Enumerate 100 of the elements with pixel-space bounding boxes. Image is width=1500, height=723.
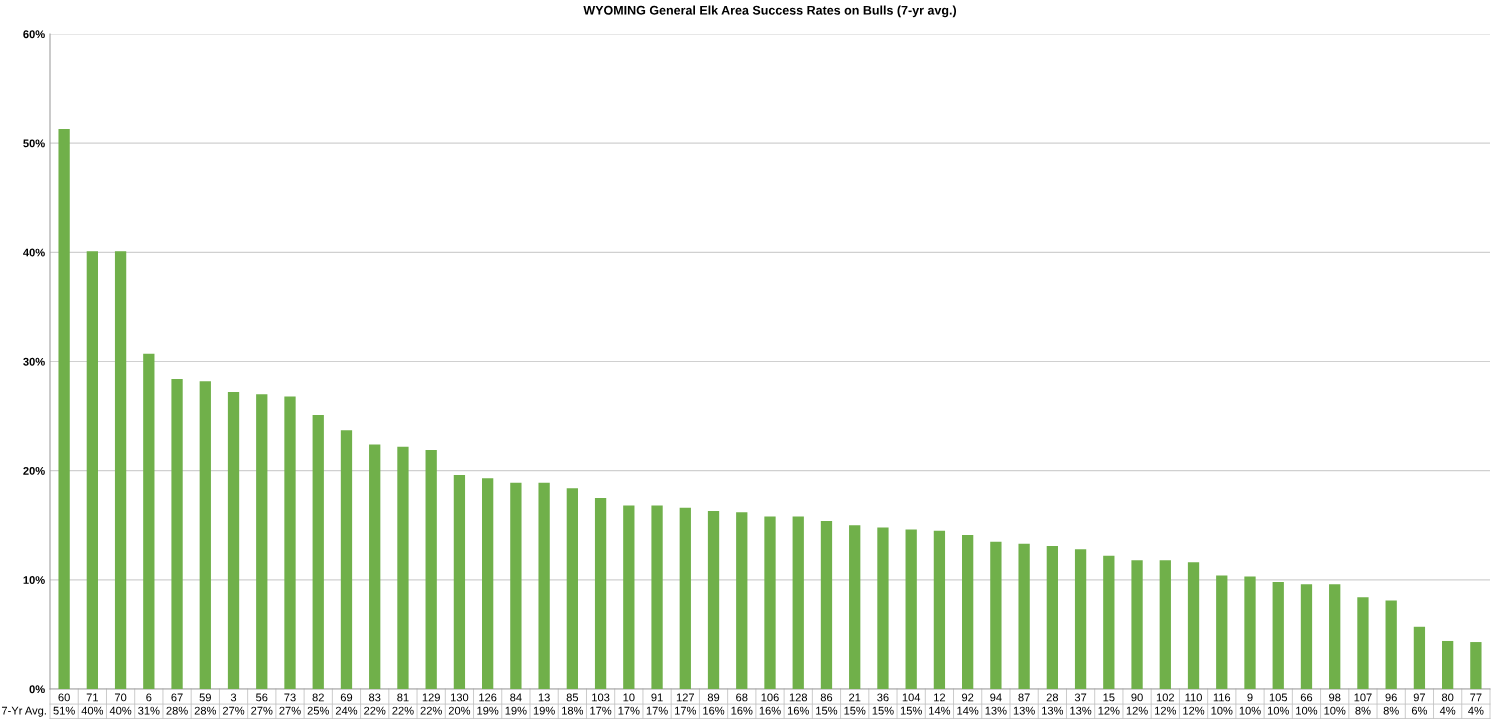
- data-label: 19%: [533, 706, 555, 715]
- bar: [905, 529, 917, 689]
- x-tick-label: 82: [312, 693, 324, 702]
- x-tick-label: 129: [422, 693, 440, 702]
- data-label: 51%: [53, 706, 75, 715]
- bar: [1385, 600, 1397, 689]
- bar: [1272, 582, 1284, 689]
- x-tick-label: 80: [1441, 693, 1454, 702]
- data-label: 10%: [1267, 706, 1289, 715]
- data-label: 17%: [590, 706, 612, 715]
- bar: [340, 430, 353, 689]
- x-tick-label: 84: [510, 693, 522, 702]
- x-tick-label: 98: [1329, 693, 1341, 702]
- bar: [792, 516, 804, 689]
- x-tick-label: 128: [789, 693, 808, 702]
- data-label: 12%: [1098, 706, 1120, 715]
- x-tick-label: 92: [961, 693, 974, 702]
- data-label: 15%: [844, 706, 866, 715]
- bar: [86, 251, 98, 689]
- y-tick-label: 50%: [23, 139, 45, 148]
- bar: [849, 525, 861, 689]
- data-label: 16%: [703, 706, 725, 715]
- y-tick-label: 0%: [29, 685, 45, 694]
- data-label: 14%: [929, 706, 951, 715]
- x-tick-label: 102: [1156, 693, 1175, 702]
- y-tick-label: 30%: [23, 357, 45, 366]
- data-label: 17%: [675, 706, 697, 715]
- data-label: 27%: [222, 706, 245, 715]
- x-tick-label: 13: [538, 693, 550, 702]
- data-label: 16%: [759, 706, 781, 715]
- y-tick-label: 10%: [23, 576, 45, 584]
- x-tick-label: 97: [1413, 693, 1426, 702]
- bar: [1244, 576, 1256, 689]
- bar: [1216, 575, 1228, 689]
- bar: [764, 516, 776, 689]
- x-tick-label: 77: [1470, 693, 1482, 702]
- x-tick-label: 15: [1103, 693, 1115, 702]
- data-label: 12%: [1155, 706, 1177, 715]
- data-label: 17%: [646, 706, 668, 715]
- data-label: 16%: [731, 706, 753, 715]
- y-tick-label: 40%: [23, 248, 45, 257]
- data-label: 13%: [1070, 706, 1092, 715]
- x-tick-label: 103: [592, 693, 610, 702]
- data-label: 15%: [872, 706, 894, 715]
- x-tick-label: 60: [58, 693, 70, 702]
- bar: [312, 414, 324, 689]
- x-tick-label: 110: [1185, 693, 1202, 702]
- x-tick-label: 127: [676, 693, 695, 702]
- x-tick-label: 126: [479, 693, 497, 702]
- bar: [1357, 597, 1369, 689]
- x-tick-label: 71: [86, 693, 98, 702]
- x-tick-label: 28: [1046, 693, 1059, 702]
- bar: [256, 394, 268, 689]
- data-label: 16%: [787, 706, 809, 715]
- y-tick-label: 20%: [23, 466, 45, 475]
- chart-title: WYOMING General Elk Area Success Rates on Bulls (7-yr avg.): [583, 5, 957, 18]
- x-tick-label: 59: [199, 693, 211, 702]
- data-label: 15%: [900, 706, 922, 715]
- bar: [594, 497, 607, 689]
- data-label: 19%: [477, 706, 499, 715]
- bar: [425, 449, 437, 689]
- bar: [58, 128, 70, 689]
- data-label: 10%: [1239, 706, 1261, 715]
- bar: [1187, 562, 1200, 689]
- bar: [143, 353, 155, 689]
- x-tick-label: 68: [736, 693, 748, 702]
- x-tick-label: 37: [1074, 693, 1087, 702]
- bar: [1300, 584, 1313, 689]
- x-tick-label: 130: [450, 693, 469, 702]
- x-tick-label: 21: [849, 693, 861, 702]
- x-tick-label: 106: [761, 693, 779, 702]
- x-tick-label: 10: [623, 693, 635, 702]
- x-tick-label: 9: [1247, 693, 1253, 702]
- x-tick-label: 66: [1300, 693, 1313, 702]
- bar: [707, 511, 720, 689]
- data-label: 10%: [1324, 706, 1346, 715]
- data-label: 18%: [562, 706, 584, 715]
- bar: [623, 505, 635, 689]
- text: 7-Yr Avg.: [1, 706, 46, 717]
- x-tick-label: 3: [230, 693, 237, 702]
- data-label: 28%: [194, 706, 217, 715]
- x-tick-label: 73: [284, 693, 296, 702]
- bar: [1329, 584, 1341, 689]
- data-label: 12%: [1183, 706, 1205, 715]
- bar: [1046, 545, 1058, 689]
- x-tick-label: 116: [1213, 693, 1231, 702]
- bar: [453, 475, 466, 689]
- bar: [114, 251, 127, 689]
- x-tick-label: 104: [902, 693, 921, 702]
- x-tick-label: 67: [171, 693, 183, 702]
- y-tick-label: 60%: [23, 30, 45, 39]
- data-label: 6%: [1411, 706, 1428, 715]
- x-tick-label: 85: [566, 693, 579, 702]
- bar: [933, 530, 946, 689]
- data-label: 4%: [1439, 706, 1456, 715]
- bar: [679, 507, 691, 689]
- bar: [1074, 549, 1087, 689]
- x-tick-label: 69: [340, 693, 353, 702]
- bar: [510, 482, 522, 689]
- data-label: 19%: [505, 706, 527, 715]
